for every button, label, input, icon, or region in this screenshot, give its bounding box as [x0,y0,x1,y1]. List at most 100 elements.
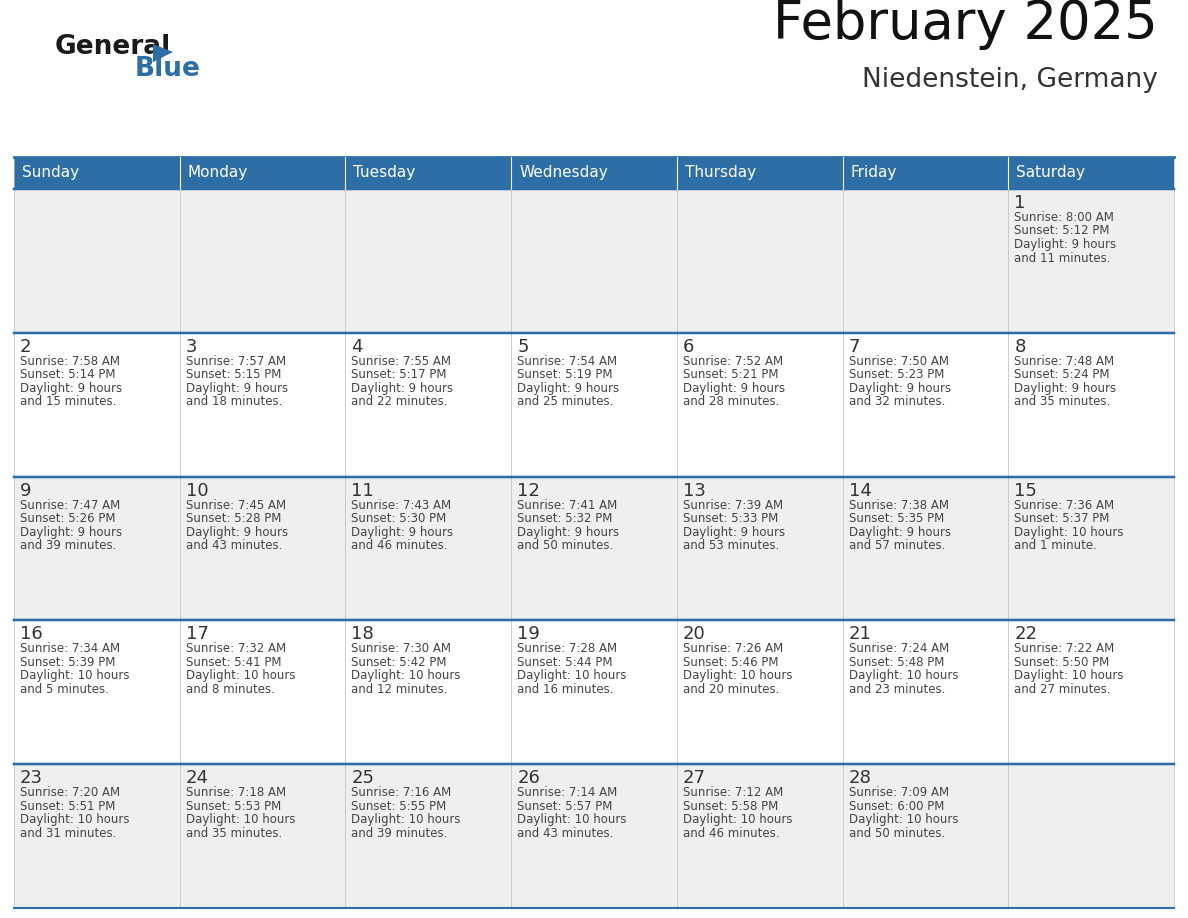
Text: Sunrise: 7:58 AM: Sunrise: 7:58 AM [20,354,120,368]
Text: and 50 minutes.: and 50 minutes. [848,827,944,840]
Text: Daylight: 10 hours: Daylight: 10 hours [1015,669,1124,682]
Text: Sunset: 5:23 PM: Sunset: 5:23 PM [848,368,944,381]
Text: Sunset: 5:44 PM: Sunset: 5:44 PM [517,655,613,669]
Text: and 50 minutes.: and 50 minutes. [517,539,613,552]
Text: Friday: Friday [851,165,897,181]
Bar [677,333,842,476]
Text: 23: 23 [20,769,43,788]
Text: Sunrise: 7:52 AM: Sunrise: 7:52 AM [683,354,783,368]
Text: Sunset: 5:57 PM: Sunset: 5:57 PM [517,800,613,812]
Text: and 1 minute.: and 1 minute. [1015,539,1098,552]
Text: Sunrise: 7:30 AM: Sunrise: 7:30 AM [352,643,451,655]
Text: Sunrise: 7:36 AM: Sunrise: 7:36 AM [1015,498,1114,511]
Text: and 43 minutes.: and 43 minutes. [185,539,282,552]
Text: Sunrise: 7:54 AM: Sunrise: 7:54 AM [517,354,618,368]
Text: and 18 minutes.: and 18 minutes. [185,396,282,409]
Bar [677,189,842,333]
Bar [14,333,179,476]
Text: 19: 19 [517,625,541,644]
Text: 13: 13 [683,482,706,499]
Bar [346,189,511,333]
Text: Sunset: 5:19 PM: Sunset: 5:19 PM [517,368,613,381]
Text: Sunrise: 7:24 AM: Sunrise: 7:24 AM [848,643,949,655]
Text: Sunrise: 7:48 AM: Sunrise: 7:48 AM [1015,354,1114,368]
Text: Sunset: 5:46 PM: Sunset: 5:46 PM [683,655,778,669]
Text: and 35 minutes.: and 35 minutes. [185,827,282,840]
Text: Sunset: 5:33 PM: Sunset: 5:33 PM [683,512,778,525]
Text: Sunset: 5:58 PM: Sunset: 5:58 PM [683,800,778,812]
Text: Sunrise: 7:57 AM: Sunrise: 7:57 AM [185,354,286,368]
Text: Sunset: 5:32 PM: Sunset: 5:32 PM [517,512,613,525]
Text: Sunrise: 7:45 AM: Sunrise: 7:45 AM [185,498,286,511]
Text: 6: 6 [683,338,694,356]
Text: 10: 10 [185,482,208,499]
Text: and 46 minutes.: and 46 minutes. [352,539,448,552]
Text: 11: 11 [352,482,374,499]
Text: 26: 26 [517,769,541,788]
Text: Sunrise: 7:50 AM: Sunrise: 7:50 AM [848,354,948,368]
Text: and 46 minutes.: and 46 minutes. [683,827,779,840]
Text: Sunset: 5:55 PM: Sunset: 5:55 PM [352,800,447,812]
Text: Daylight: 10 hours: Daylight: 10 hours [20,813,129,826]
Text: 24: 24 [185,769,209,788]
Bar [1009,764,1174,908]
Bar [1009,189,1174,333]
Text: Sunset: 5:15 PM: Sunset: 5:15 PM [185,368,282,381]
Text: and 20 minutes.: and 20 minutes. [683,683,779,696]
Text: 5: 5 [517,338,529,356]
Bar [511,476,677,621]
Text: Daylight: 9 hours: Daylight: 9 hours [517,382,619,395]
Bar [1009,476,1174,621]
Bar [14,476,179,621]
Text: Daylight: 9 hours: Daylight: 9 hours [517,526,619,539]
Text: and 39 minutes.: and 39 minutes. [20,539,116,552]
Text: Sunrise: 7:20 AM: Sunrise: 7:20 AM [20,786,120,800]
Text: Sunset: 5:21 PM: Sunset: 5:21 PM [683,368,778,381]
Text: Daylight: 10 hours: Daylight: 10 hours [517,813,626,826]
Text: Sunrise: 7:16 AM: Sunrise: 7:16 AM [352,786,451,800]
Text: and 32 minutes.: and 32 minutes. [848,396,944,409]
Text: and 57 minutes.: and 57 minutes. [848,539,944,552]
Bar [511,189,677,333]
Text: February 2025: February 2025 [773,0,1158,50]
Text: Sunrise: 7:38 AM: Sunrise: 7:38 AM [848,498,948,511]
Text: Sunset: 5:51 PM: Sunset: 5:51 PM [20,800,115,812]
Bar [677,476,842,621]
Text: Sunday: Sunday [23,165,80,181]
Text: Daylight: 10 hours: Daylight: 10 hours [20,669,129,682]
Text: Daylight: 10 hours: Daylight: 10 hours [352,813,461,826]
Text: Sunset: 5:50 PM: Sunset: 5:50 PM [1015,655,1110,669]
Bar [346,764,511,908]
Text: Sunrise: 7:41 AM: Sunrise: 7:41 AM [517,498,618,511]
Text: Daylight: 10 hours: Daylight: 10 hours [185,669,295,682]
Text: 22: 22 [1015,625,1037,644]
Text: Sunrise: 7:18 AM: Sunrise: 7:18 AM [185,786,286,800]
Text: 16: 16 [20,625,43,644]
Bar [1009,157,1174,189]
Bar [842,333,1009,476]
Text: and 39 minutes.: and 39 minutes. [352,827,448,840]
Text: Daylight: 9 hours: Daylight: 9 hours [20,382,122,395]
Text: Daylight: 10 hours: Daylight: 10 hours [848,669,958,682]
Text: 20: 20 [683,625,706,644]
Polygon shape [153,44,173,62]
Text: Sunset: 5:24 PM: Sunset: 5:24 PM [1015,368,1110,381]
Text: and 35 minutes.: and 35 minutes. [1015,396,1111,409]
Bar [1009,333,1174,476]
Text: Daylight: 9 hours: Daylight: 9 hours [20,526,122,539]
Text: Sunrise: 7:55 AM: Sunrise: 7:55 AM [352,354,451,368]
Text: and 16 minutes.: and 16 minutes. [517,683,614,696]
Text: Sunset: 6:00 PM: Sunset: 6:00 PM [848,800,944,812]
Text: Thursday: Thursday [684,165,756,181]
Text: and 31 minutes.: and 31 minutes. [20,827,116,840]
Text: 9: 9 [20,482,32,499]
Text: 17: 17 [185,625,209,644]
Text: Sunrise: 7:39 AM: Sunrise: 7:39 AM [683,498,783,511]
Text: Sunset: 5:39 PM: Sunset: 5:39 PM [20,655,115,669]
Text: Sunset: 5:28 PM: Sunset: 5:28 PM [185,512,282,525]
Text: Daylight: 9 hours: Daylight: 9 hours [352,382,454,395]
Bar [179,621,346,764]
Bar [842,476,1009,621]
Text: Daylight: 9 hours: Daylight: 9 hours [848,382,950,395]
Text: 21: 21 [848,625,872,644]
